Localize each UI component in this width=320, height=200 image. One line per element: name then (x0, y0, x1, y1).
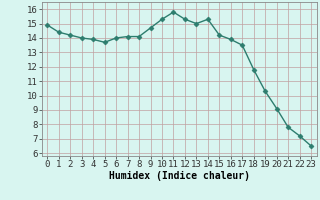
X-axis label: Humidex (Indice chaleur): Humidex (Indice chaleur) (109, 171, 250, 181)
